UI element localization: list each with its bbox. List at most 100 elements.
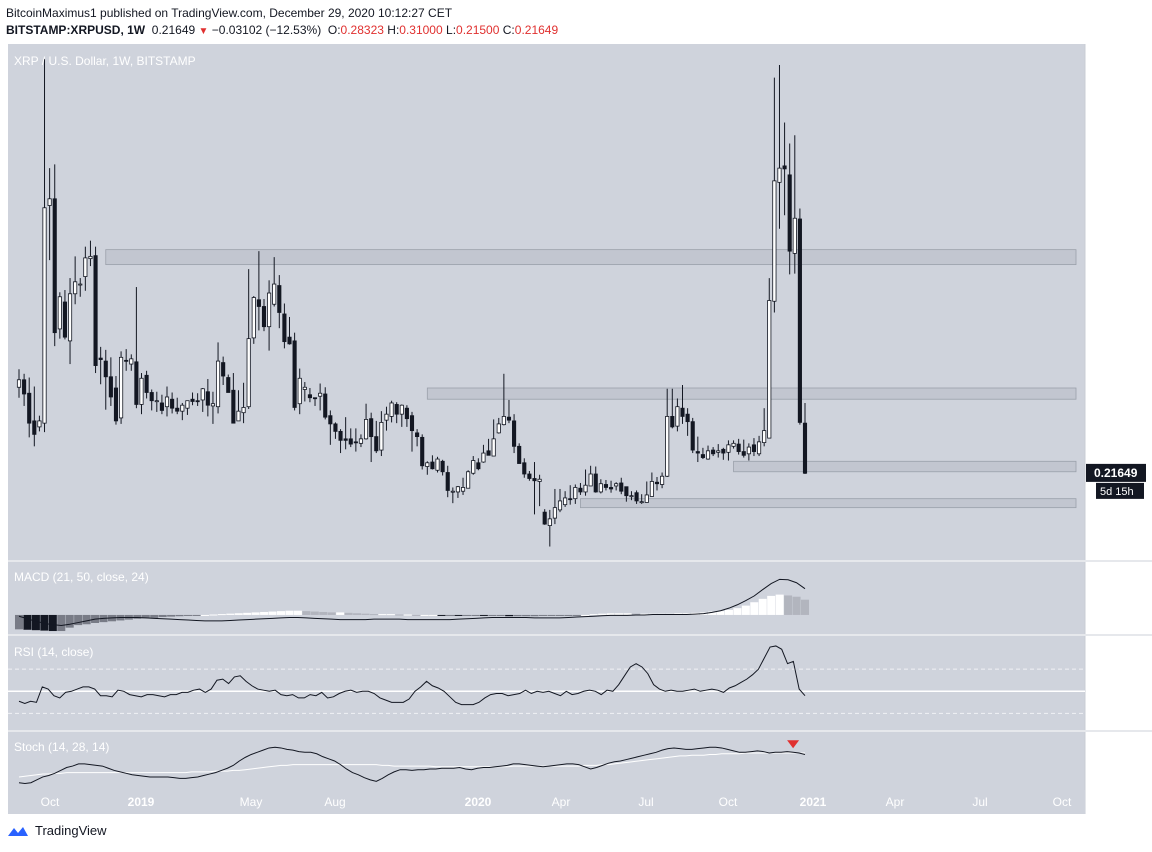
tradingview-logo-icon bbox=[6, 824, 30, 838]
candle-body bbox=[98, 357, 103, 360]
close-value: 0.21649 bbox=[514, 23, 559, 37]
candle-body bbox=[409, 415, 415, 432]
candle-body bbox=[639, 501, 644, 504]
macd-histogram-bar bbox=[784, 595, 793, 615]
candle-body bbox=[711, 449, 716, 455]
candle-body bbox=[73, 281, 78, 295]
candle-body bbox=[705, 450, 711, 460]
rsi-title: RSI (14, close) bbox=[14, 645, 93, 659]
macd-histogram-bar bbox=[234, 613, 243, 615]
macd-histogram-bar bbox=[150, 614, 159, 618]
candle-body bbox=[568, 498, 573, 501]
macd-histogram-bar bbox=[708, 611, 717, 615]
rsi-tick-label: 40.00 bbox=[1094, 695, 1124, 709]
macd-histogram-bar bbox=[462, 614, 471, 616]
macd-histogram-bar bbox=[733, 608, 742, 615]
candle-body bbox=[578, 487, 583, 493]
last-price-box bbox=[1086, 463, 1146, 482]
candle-body bbox=[649, 481, 654, 497]
candle-body bbox=[353, 441, 358, 444]
macd-histogram-bar bbox=[369, 614, 378, 616]
candle-body bbox=[624, 486, 629, 497]
pane-rsi-bg bbox=[8, 636, 1085, 730]
candle-body bbox=[787, 174, 792, 252]
macd-histogram-bar bbox=[741, 605, 750, 615]
candle-body bbox=[491, 438, 496, 457]
candle-body bbox=[751, 444, 757, 452]
candle-body bbox=[496, 423, 501, 434]
candle-body bbox=[103, 360, 108, 378]
candle-body bbox=[517, 445, 522, 464]
price-tick-label: 0.65000 bbox=[1094, 142, 1138, 156]
candle-body bbox=[379, 421, 384, 451]
stoch-title: Stoch (14, 28, 14) bbox=[14, 740, 109, 754]
candle-body bbox=[399, 404, 404, 415]
rsi-line bbox=[18, 645, 806, 706]
macd-histogram-bar bbox=[268, 611, 277, 615]
candle-body bbox=[139, 377, 144, 405]
candle-body bbox=[746, 446, 751, 455]
candle-body bbox=[185, 400, 190, 409]
change-value: −0.03102 (−12.53%) bbox=[211, 23, 322, 37]
macd-histogram-bar bbox=[437, 614, 446, 616]
candle-body bbox=[113, 387, 119, 422]
macd-histogram-bar bbox=[420, 614, 429, 616]
candle-body bbox=[476, 462, 481, 470]
candle-body bbox=[726, 444, 731, 453]
candle-body bbox=[593, 473, 598, 493]
candle-body bbox=[32, 420, 37, 435]
candle-body bbox=[236, 410, 241, 422]
time-tick-label: Oct bbox=[41, 795, 60, 809]
candle-body bbox=[685, 413, 690, 423]
candle-body bbox=[690, 421, 695, 451]
candle-body bbox=[430, 461, 435, 470]
candle-body bbox=[736, 443, 741, 452]
candle-body bbox=[665, 416, 670, 477]
candle-body bbox=[527, 473, 532, 479]
candle-body bbox=[802, 422, 808, 474]
candle-body bbox=[772, 180, 777, 302]
candle-body bbox=[88, 255, 93, 260]
countdown-box bbox=[1096, 482, 1144, 499]
candle-body bbox=[644, 494, 649, 503]
candle-body bbox=[731, 442, 736, 447]
down-triangle-icon: ▼ bbox=[198, 26, 209, 37]
macd-histogram-bar bbox=[631, 613, 640, 615]
macd-histogram-bar bbox=[564, 614, 573, 616]
open-value: 0.28323 bbox=[340, 23, 384, 37]
candle-body bbox=[695, 451, 700, 454]
pane-main-bg bbox=[8, 44, 1085, 560]
candle-body bbox=[660, 475, 665, 485]
tradingview-brand: TradingView bbox=[35, 823, 107, 838]
candle-body bbox=[542, 511, 547, 525]
macd-histogram-bar bbox=[767, 595, 776, 615]
time-tick-label: Apr bbox=[886, 795, 905, 809]
publisher-line: BitcoinMaximus1 published on TradingView… bbox=[6, 6, 453, 20]
candle-body bbox=[134, 361, 139, 405]
macd-histogram-bar bbox=[40, 614, 49, 631]
candle-body bbox=[42, 207, 47, 424]
macd-histogram-bar bbox=[158, 614, 167, 618]
price-tick-label: 0.25000 bbox=[1094, 441, 1138, 455]
macd-histogram-bar bbox=[243, 612, 252, 615]
price-tick-label: 0.35000 bbox=[1094, 366, 1138, 380]
candle-body bbox=[557, 500, 563, 511]
candle-body bbox=[466, 471, 471, 489]
candle-body bbox=[241, 407, 246, 414]
low-value: 0.21500 bbox=[456, 23, 500, 37]
candle-body bbox=[343, 438, 348, 441]
candle-body bbox=[221, 362, 226, 377]
tradingview-footer[interactable]: TradingView bbox=[6, 823, 107, 838]
macd-histogram-bar bbox=[615, 613, 624, 615]
macd-histogram-bar bbox=[302, 611, 311, 615]
candle-body bbox=[721, 448, 726, 454]
ohlc-line: BITSTAMP:XRPUSD, 1W 0.21649 ▼ −0.03102 (… bbox=[6, 23, 559, 37]
candle-body bbox=[777, 167, 782, 183]
time-tick-label: 2019 bbox=[128, 795, 155, 809]
macd-histogram-bar bbox=[344, 612, 353, 615]
candle-body bbox=[358, 438, 364, 444]
candle-body bbox=[455, 486, 460, 493]
candle-body bbox=[420, 436, 425, 467]
macd-histogram-bar bbox=[23, 614, 32, 630]
